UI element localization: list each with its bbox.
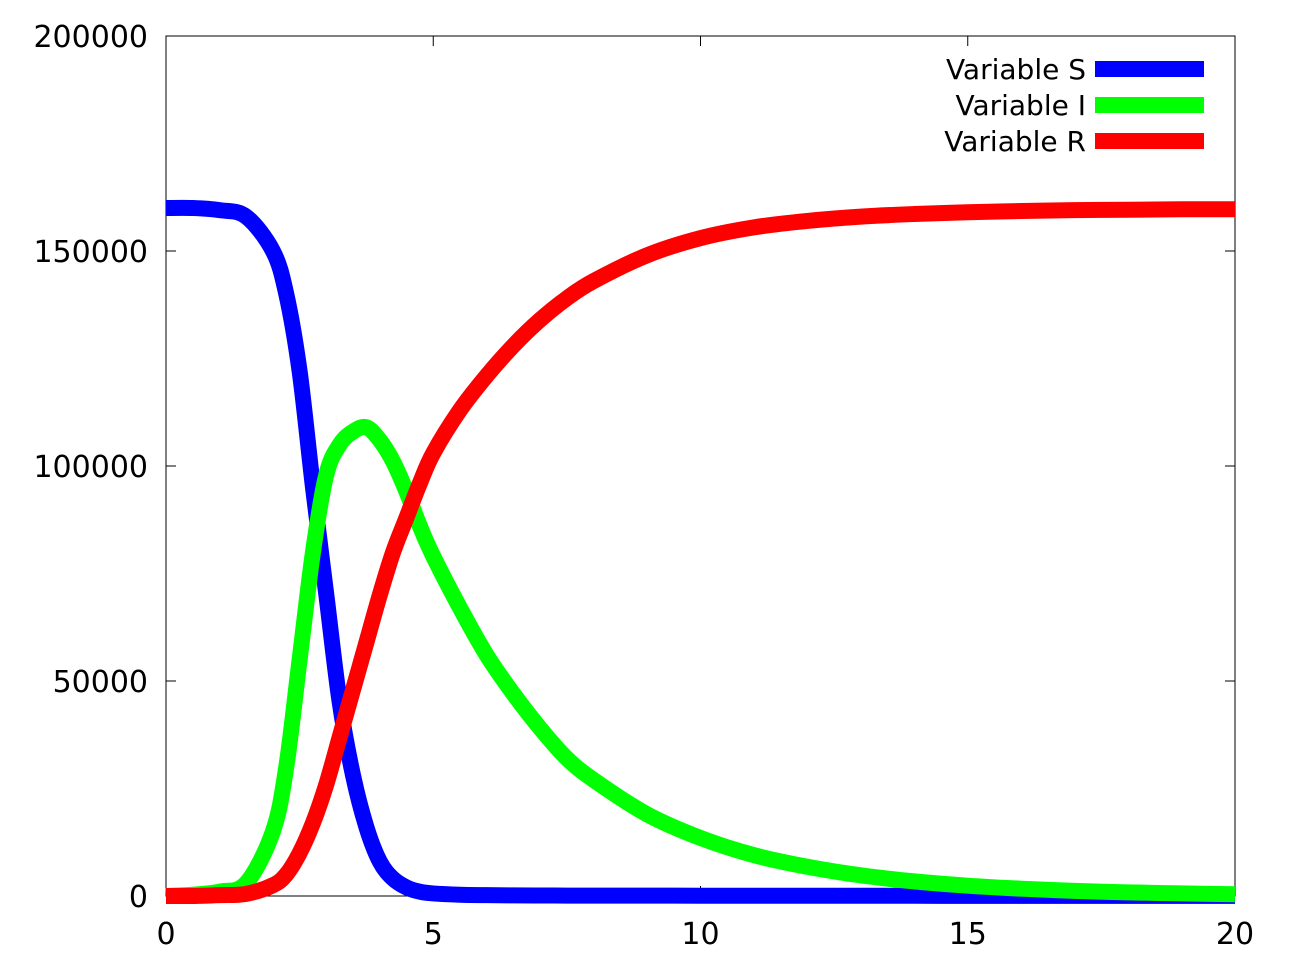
x-tick-label: 20 xyxy=(1216,917,1254,952)
series-line-variable-r xyxy=(165,201,1236,905)
y-tick-label: 0 xyxy=(129,880,148,915)
series-lines xyxy=(165,199,1236,905)
y-tick-label: 100000 xyxy=(33,450,148,485)
x-tick-label: 15 xyxy=(949,917,987,952)
legend-label: Variable I xyxy=(955,89,1086,122)
series-line-variable-s xyxy=(165,199,1235,904)
legend-label: Variable R xyxy=(944,125,1086,158)
x-tick-label: 0 xyxy=(156,917,175,952)
y-tick-label: 50000 xyxy=(53,665,148,700)
y-tick-label: 150000 xyxy=(33,235,148,270)
x-tick-label: 10 xyxy=(681,917,719,952)
series-line-variable-i xyxy=(165,418,1236,904)
legend-label: Variable S xyxy=(946,53,1086,86)
x-tick-label: 5 xyxy=(424,917,443,952)
axis-tick-labels: 0 5 10 15 20 0 50000 100000 150000 200000 xyxy=(33,20,1254,952)
y-tick-label: 200000 xyxy=(33,20,148,55)
